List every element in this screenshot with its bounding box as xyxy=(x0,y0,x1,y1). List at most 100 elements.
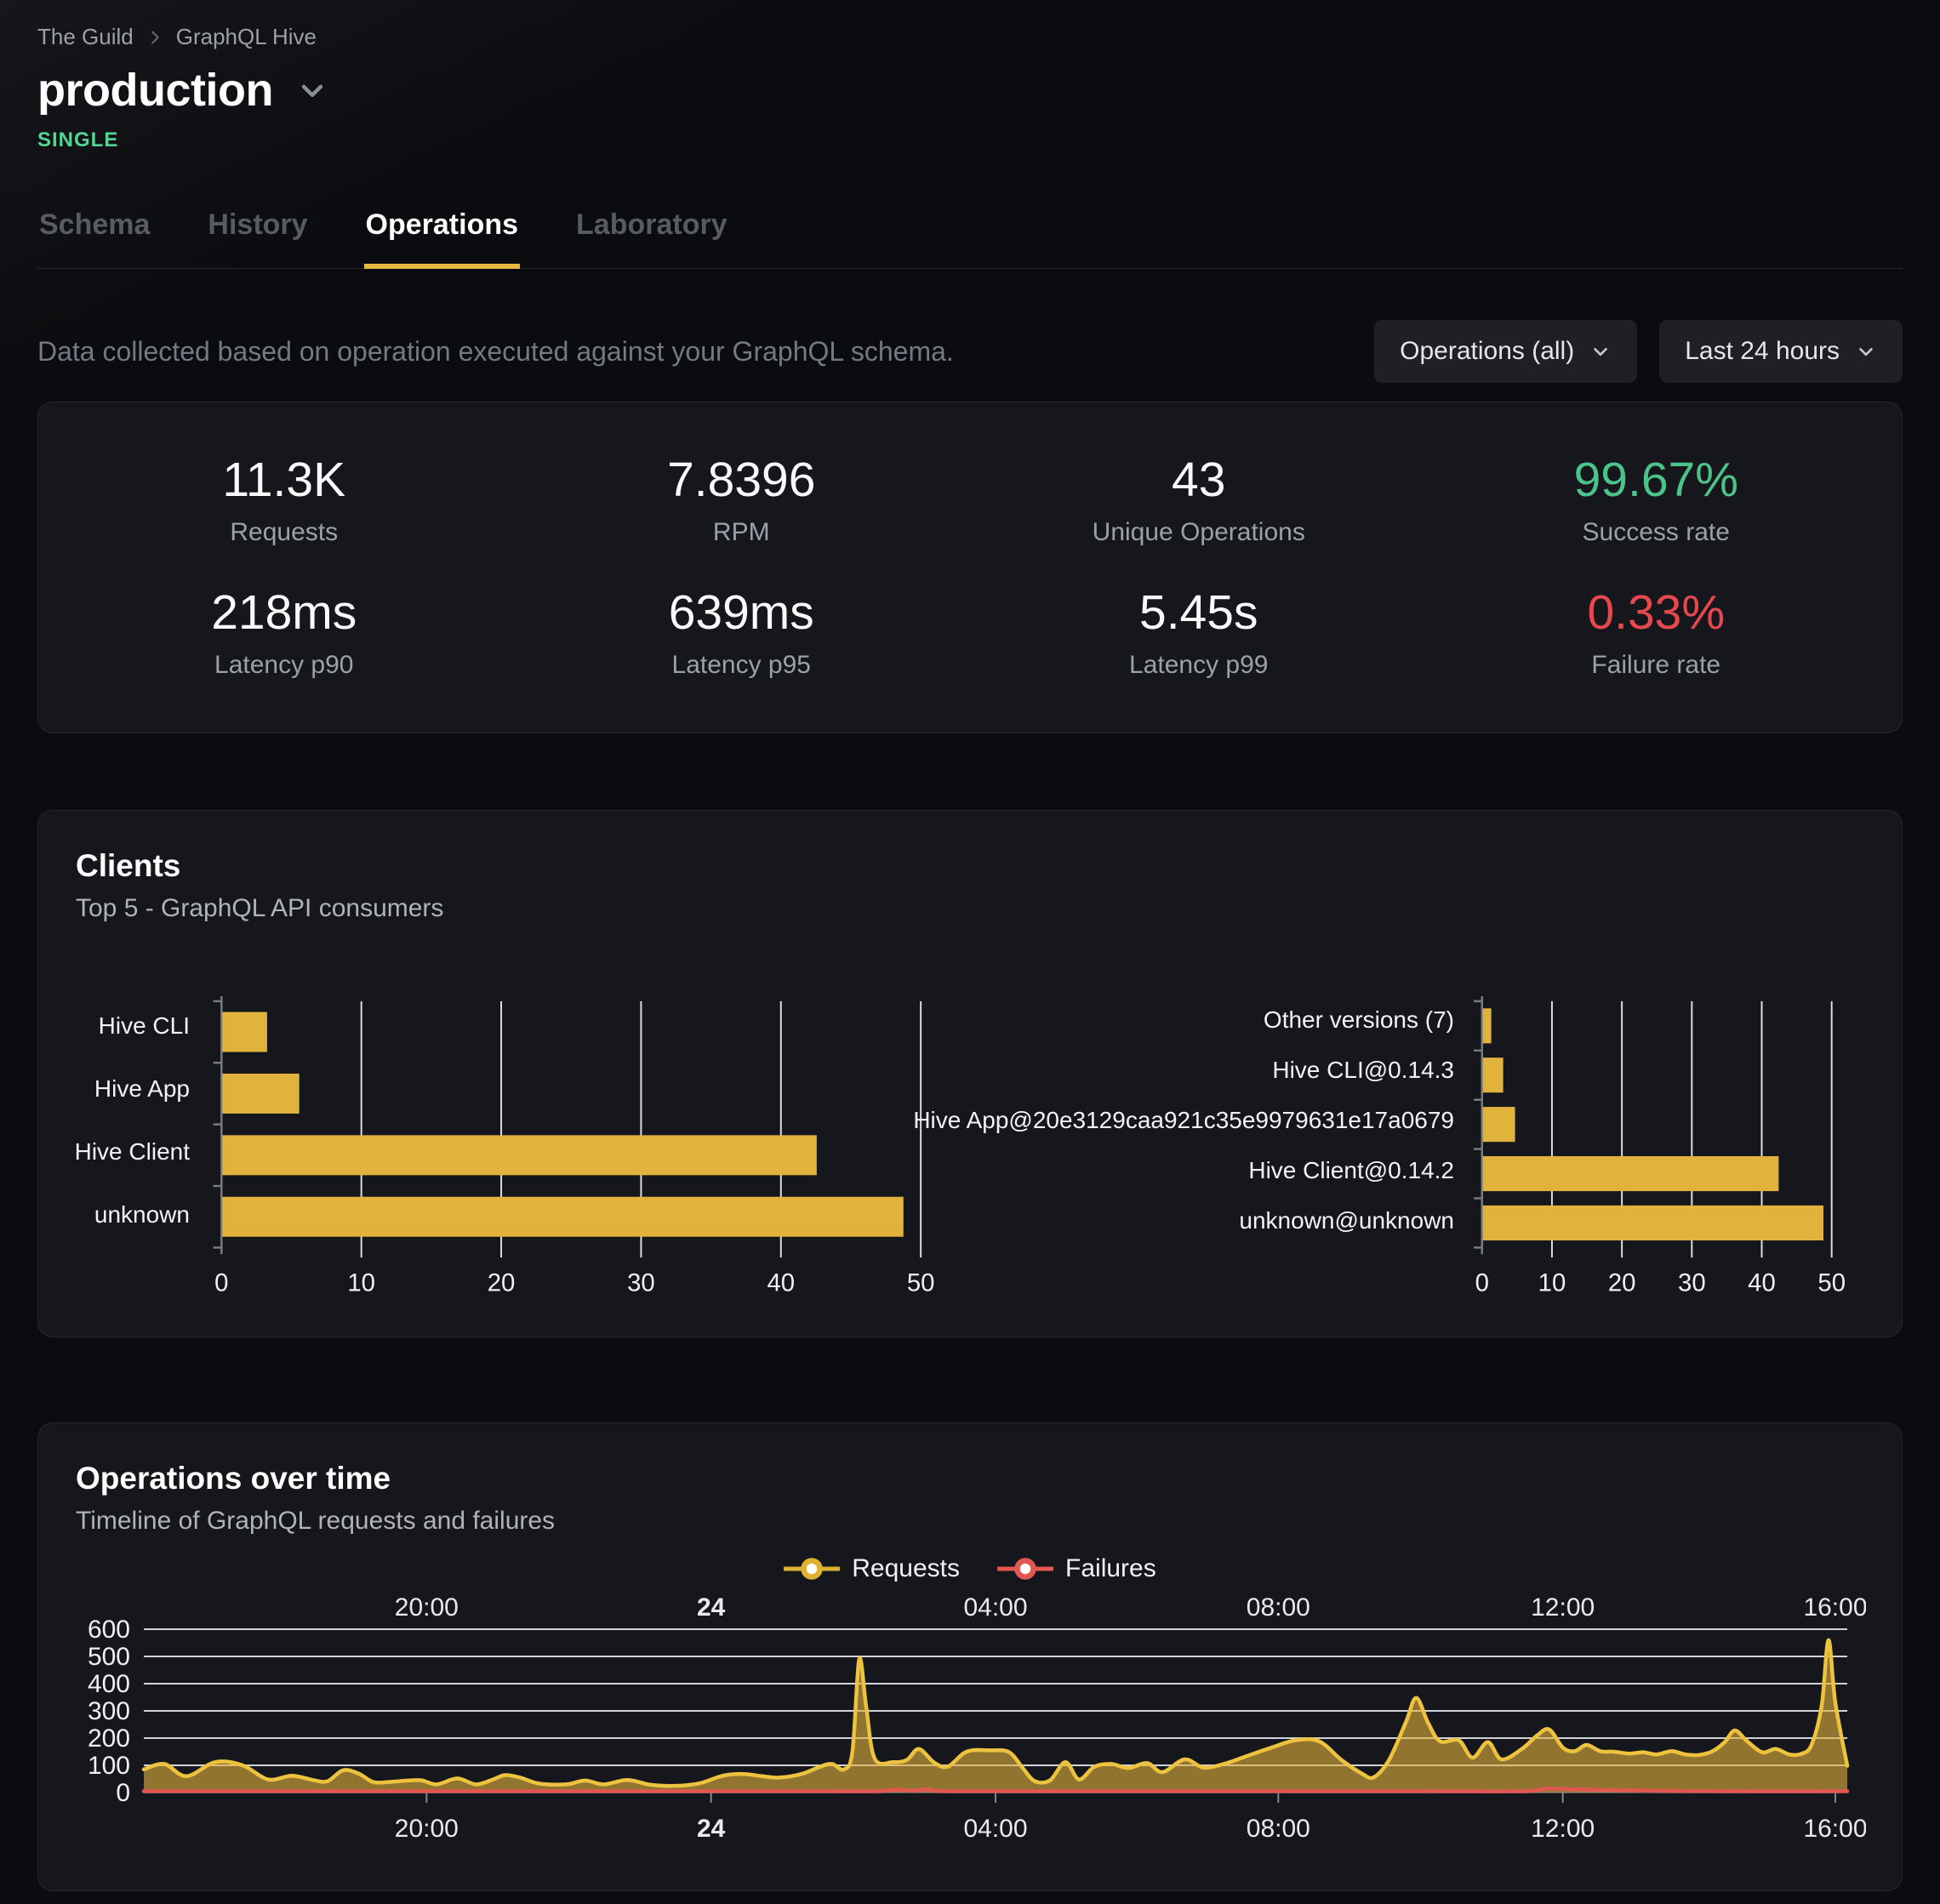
breadcrumb-org-link[interactable]: The Guild xyxy=(37,24,134,49)
bar-Other versions (7)[interactable] xyxy=(1482,1008,1492,1044)
target-switcher-chevron-down-icon[interactable] xyxy=(295,73,329,107)
bar-Hive App@20e3129caa921c35e9979631e17a0679[interactable] xyxy=(1482,1107,1515,1143)
y-tick-label: 500 xyxy=(88,1643,130,1671)
tab-history[interactable]: History xyxy=(208,208,308,241)
bar-Hive Client@0.14.2[interactable] xyxy=(1482,1156,1779,1192)
stat-label: RPM xyxy=(712,518,770,546)
x-tick-label: 30 xyxy=(627,1268,655,1297)
bar-category-label: Hive Client xyxy=(74,1138,190,1165)
x-tick-label: 30 xyxy=(1678,1268,1706,1297)
bar-Hive CLI@0.14.3[interactable] xyxy=(1482,1057,1504,1093)
failures-line[interactable] xyxy=(141,1787,1850,1793)
operations-over-time-card: Operations over time Timeline of GraphQL… xyxy=(37,1422,1903,1891)
x-axis-bottom-label: 24 xyxy=(697,1815,726,1843)
requests-area xyxy=(144,1639,1847,1793)
timeline-plot-area[interactable]: 20:00 24 04:00 08:00 12:00 16:00 0100200300400… xyxy=(76,1588,1868,1852)
tab-laboratory[interactable]: Laboratory xyxy=(576,208,728,241)
clients-card-subtitle: Top 5 - GraphQL API consumers xyxy=(76,894,444,922)
stat-value: 5.45s xyxy=(1139,585,1258,640)
operations-timeline-chart[interactable]: 20:00 24 04:00 08:00 12:00 16:00 0 100 200 300 400… xyxy=(76,1588,1868,1856)
bar-category-label: unknown@unknown xyxy=(1239,1207,1454,1234)
x-axis-top-label: 24 xyxy=(697,1593,726,1622)
operations-filter-dropdown[interactable]: Operations (all) xyxy=(1374,320,1638,383)
x-axis-top-label: 12:00 xyxy=(1531,1593,1595,1622)
bar-category-label: Hive CLI xyxy=(98,1012,190,1039)
legend-label: Failures xyxy=(1065,1554,1156,1582)
page-title: production xyxy=(37,65,273,116)
y-tick-label: 200 xyxy=(88,1724,130,1753)
clients-bar-chart[interactable]: Hive CLI Hive App Hive Client unknown 0 10 20 3… xyxy=(74,995,957,1303)
stat-failure-rate: 0.33% Failure rate xyxy=(1428,584,1886,680)
operations-card-subtitle: Timeline of GraphQL requests and failure… xyxy=(76,1507,556,1535)
stat-value: 99.67% xyxy=(1573,453,1738,507)
bar-category-label: unknown xyxy=(94,1201,190,1228)
x-tick-label: 50 xyxy=(907,1268,935,1297)
bar-category-label: Other versions (7) xyxy=(1263,1006,1454,1033)
time-range-dropdown[interactable]: Last 24 hours xyxy=(1659,320,1903,383)
stat-label: Latency p90 xyxy=(214,651,354,679)
y-tick-label: 300 xyxy=(88,1697,130,1725)
x-tick-label: 10 xyxy=(347,1268,375,1297)
bar-unknown[interactable] xyxy=(222,1196,904,1237)
tab-schema[interactable]: Schema xyxy=(39,208,151,241)
bar-Hive App[interactable] xyxy=(222,1073,300,1114)
x-tick-label: 0 xyxy=(214,1268,228,1297)
y-tick-label: 100 xyxy=(88,1752,130,1780)
y-tick-label: 0 xyxy=(116,1779,130,1807)
bar-Hive Client[interactable] xyxy=(222,1135,817,1176)
chevron-right-icon xyxy=(146,28,164,47)
chevron-down-icon xyxy=(1589,340,1612,362)
stats-panel: 11.3K Requests 7.8396 RPM 43 Unique Oper… xyxy=(37,402,1903,733)
stat-success-rate: 99.67% Success rate xyxy=(1428,452,1886,547)
stat-label: Success rate xyxy=(1582,518,1730,546)
failures-legend-marker-icon xyxy=(997,1558,1054,1580)
chart-legend: Requests Failures xyxy=(76,1554,1864,1583)
header: The Guild GraphQL Hive production SINGLE… xyxy=(37,0,1903,269)
requests-legend-marker-icon xyxy=(784,1558,841,1580)
stat-value: 7.8396 xyxy=(667,453,816,507)
tab-operations[interactable]: Operations xyxy=(363,208,521,269)
x-tick-label: 50 xyxy=(1817,1268,1846,1297)
x-tick-label: 40 xyxy=(1748,1268,1776,1297)
client-versions-bar-chart[interactable]: Other versions (7) Hive CLI@0.14.3 Hive Ap… xyxy=(913,995,1864,1303)
stat-value: 43 xyxy=(1172,453,1226,507)
legend-item-requests[interactable]: Requests xyxy=(784,1554,960,1583)
x-tick-label: 20 xyxy=(1608,1268,1636,1297)
x-axis-bottom-label: 12:00 xyxy=(1531,1815,1595,1843)
x-axis-top-label: 20:00 xyxy=(395,1593,459,1622)
bar-plot-area[interactable]: 0 10 20 30 40 50 xyxy=(203,995,957,1303)
stat-latency-p99: 5.45s Latency p99 xyxy=(970,584,1428,680)
target-type-badge: SINGLE xyxy=(37,128,119,151)
tab-bar: Schema History Operations Laboratory xyxy=(37,208,1903,269)
x-axis-bottom-label: 20:00 xyxy=(395,1815,459,1843)
breadcrumb: The Guild GraphQL Hive xyxy=(37,24,1903,50)
breadcrumb-project-link[interactable]: GraphQL Hive xyxy=(175,24,317,49)
stat-label: Latency p99 xyxy=(1129,651,1269,679)
operations-filter-label: Operations (all) xyxy=(1400,337,1575,365)
x-tick-label: 0 xyxy=(1475,1268,1489,1297)
bar-Hive CLI[interactable] xyxy=(222,1012,267,1052)
stat-label: Latency p95 xyxy=(671,651,811,679)
bar-category-label: Hive CLI@0.14.3 xyxy=(1272,1056,1454,1083)
clients-card: Clients Top 5 - GraphQL API consumers Hi… xyxy=(37,810,1903,1337)
bar-plot-area[interactable]: 0 10 20 30 40 50 xyxy=(1468,995,1864,1303)
bar-category-label: Hive App@20e3129caa921c35e9979631e17a067… xyxy=(913,1106,1454,1133)
stat-requests: 11.3K Requests xyxy=(55,452,513,547)
chevron-down-icon xyxy=(1855,340,1877,362)
filters-toolbar: Data collected based on operation execut… xyxy=(37,320,1903,383)
stat-rpm: 7.8396 RPM xyxy=(513,452,971,547)
requests-line[interactable] xyxy=(141,1638,1850,1788)
y-tick-label: 600 xyxy=(88,1616,130,1644)
stat-unique-operations: 43 Unique Operations xyxy=(970,452,1428,547)
stat-label: Requests xyxy=(230,518,339,546)
stat-label: Failure rate xyxy=(1591,651,1721,679)
x-axis-top-label: 16:00 xyxy=(1803,1593,1866,1622)
x-axis-top-label: 04:00 xyxy=(963,1593,1027,1622)
legend-item-failures[interactable]: Failures xyxy=(997,1554,1156,1583)
legend-label: Requests xyxy=(852,1554,961,1582)
stat-value: 639ms xyxy=(668,585,814,640)
x-axis-bottom-label: 04:00 xyxy=(963,1815,1027,1843)
stat-value: 0.33% xyxy=(1587,585,1726,640)
bar-unknown@unknown[interactable] xyxy=(1482,1205,1823,1241)
